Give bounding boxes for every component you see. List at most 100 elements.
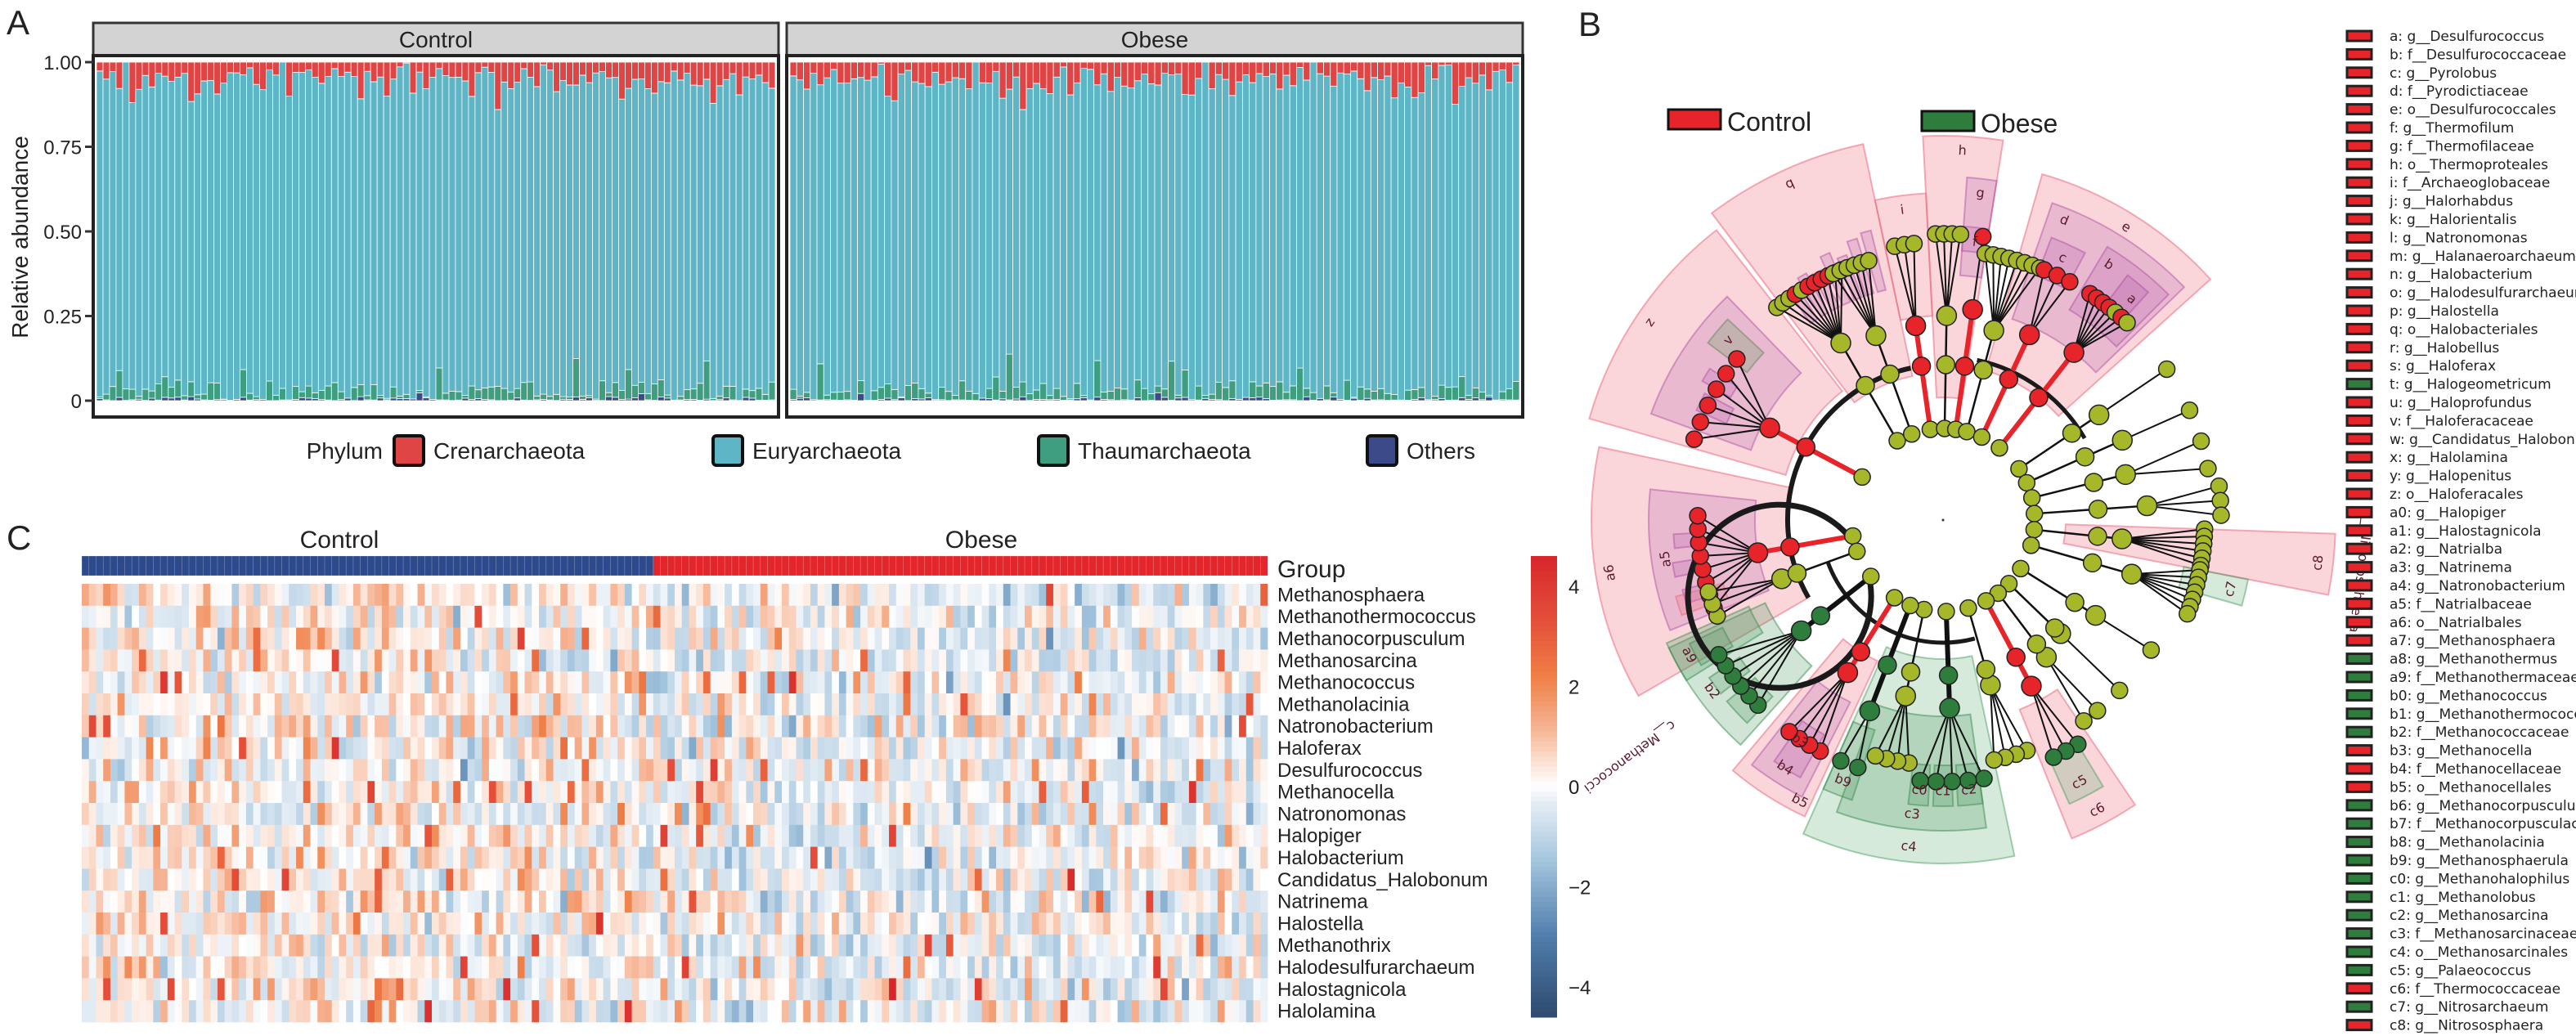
bar-segment-crenarchaeota (631, 61, 639, 80)
heatmap-cell (653, 627, 661, 650)
heatmap-cell (960, 671, 968, 694)
bar-segment-crenarchaeota (816, 61, 824, 86)
heatmap-cell (675, 890, 683, 913)
biomarker-label: a5: f__Natrialbaceae (2390, 596, 2532, 612)
heatmap-cell (603, 693, 611, 716)
heatmap-cell (281, 868, 289, 891)
heatmap-cell (788, 781, 797, 804)
tree-branch (1788, 671, 1849, 733)
bar-segment-euryarchaeota (540, 64, 548, 395)
biomarker-label: d: f__Pyrodictiaceae (2390, 83, 2529, 100)
heatmap-cell (1239, 934, 1247, 957)
heatmap-cell (96, 978, 104, 1001)
heatmap-cell (824, 693, 832, 716)
colorbar-segment (1531, 891, 1557, 898)
heatmap-cell (1224, 781, 1232, 804)
bar-segment-euryarchaeota (337, 75, 345, 392)
heatmap-cell (146, 584, 154, 607)
bar-segment-crenarchaeota (448, 61, 456, 78)
heatmap-cell (610, 649, 618, 672)
heatmap-cell (1039, 584, 1047, 607)
heatmap-cell (939, 956, 947, 979)
heatmap-cell (767, 956, 775, 979)
heatmap-cell (767, 605, 775, 628)
heatmap-cell (753, 913, 761, 935)
colorbar-segment (1531, 556, 1557, 562)
heatmap-cell (453, 671, 461, 694)
heatmap-cell (310, 846, 318, 869)
heatmap-cell (417, 803, 425, 826)
bar-segment-others (1174, 397, 1183, 401)
heatmap-cell (581, 846, 590, 869)
bar-segment-euryarchaeota (1087, 69, 1095, 401)
heatmap-cell (853, 759, 861, 782)
heatmap-cell (788, 584, 797, 607)
heatmap-cell (903, 868, 911, 891)
heatmap-cell (88, 584, 96, 607)
bar-segment-thaumarchaeota (877, 387, 886, 400)
heatmap-row-label: Methanothermococcus (1277, 606, 1476, 628)
heatmap-cell (1160, 737, 1169, 760)
heatmap-cell (517, 649, 525, 672)
biomarker-swatch (2345, 231, 2373, 244)
bar-segment-crenarchaeota (324, 61, 332, 77)
heatmap-cell (1182, 693, 1190, 716)
tree-branch (1874, 695, 1907, 756)
colorbar-segment (1531, 861, 1557, 868)
heatmap-cell (82, 671, 90, 694)
heatmap-cell (696, 781, 704, 804)
heatmap-cell (1025, 890, 1033, 913)
taxon-node (2157, 360, 2176, 379)
heatmap-cell (595, 803, 604, 826)
heatmap-cell (945, 803, 954, 826)
heatmap-cell (717, 781, 725, 804)
heatmap-cell (1132, 956, 1140, 979)
heatmap-cell (967, 824, 976, 847)
heatmap-cell (317, 649, 325, 672)
heatmap-cell (331, 759, 339, 782)
heatmap-cell (467, 824, 475, 847)
bar-segment-crenarchaeota (96, 61, 104, 72)
heatmap-cell (231, 868, 240, 891)
group-annotation-cell (374, 555, 383, 576)
heatmap-cell (231, 913, 240, 935)
heatmap-cell (189, 956, 197, 979)
heatmap-cell (1088, 913, 1097, 935)
heatmap-cell (731, 846, 739, 869)
group-annotation-cell (360, 555, 368, 576)
heatmap-cell (595, 934, 604, 957)
heatmap-cell (874, 649, 882, 672)
heatmap-cell (1088, 693, 1097, 716)
biomarker-label: b1: g__Methanothermococcus (2390, 706, 2576, 723)
heatmap-cell (467, 759, 475, 782)
heatmap-cell (539, 627, 547, 650)
heatmap-cell (1245, 890, 1254, 913)
heatmap-cell (1060, 846, 1068, 869)
heatmap-cell (88, 671, 96, 694)
colorbar-segment (1531, 947, 1557, 953)
heatmap-cell (195, 956, 204, 979)
heatmap-cell (1203, 715, 1211, 738)
group-annotation-cell (481, 555, 490, 576)
heatmap-cell (603, 824, 611, 847)
heatmap-cell (453, 737, 461, 760)
bar-segment-thaumarchaeota (768, 381, 776, 401)
heatmap-cell (146, 605, 154, 628)
heatmap-cell (867, 627, 875, 650)
tree-branch (1993, 262, 2026, 331)
heatmap-cell (1210, 890, 1218, 913)
heatmap-cell (1239, 627, 1247, 650)
heatmap-cell (195, 605, 204, 628)
bar-segment-crenarchaeota (330, 61, 339, 70)
heatmap-cell (545, 846, 554, 869)
heatmap-cell (453, 649, 461, 672)
heatmap-cell (567, 846, 576, 869)
heatmap-cell (895, 649, 904, 672)
group-annotation-cell (1181, 555, 1190, 576)
heatmap-cell (1124, 956, 1133, 979)
heatmap-cell (581, 824, 590, 847)
heatmap-cell (331, 605, 339, 628)
heatmap-cell (1188, 737, 1196, 760)
heatmap-cell (717, 649, 725, 672)
biomarker-swatch (2345, 322, 2373, 335)
